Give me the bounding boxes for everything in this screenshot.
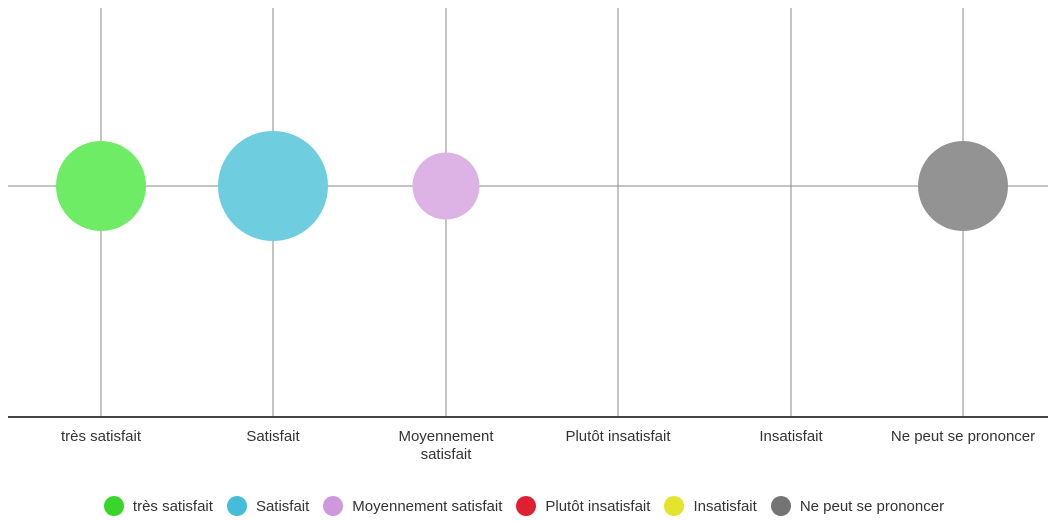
legend-item[interactable]: Plutôt insatisfait bbox=[516, 496, 650, 516]
bubble-5[interactable] bbox=[918, 141, 1008, 231]
x-tick-label: Moyennement satisfait bbox=[398, 428, 494, 463]
legend-item[interactable]: très satisfait bbox=[103, 496, 213, 516]
legend-label: Moyennement satisfait bbox=[352, 497, 503, 515]
legend: très satisfait Satisfait Moyennement satis… bbox=[0, 494, 1048, 518]
x-tick-label: Satisfait bbox=[246, 428, 300, 445]
legend-item[interactable]: Moyennement satisfait bbox=[323, 496, 502, 516]
legend-item[interactable]: Insatisfait bbox=[664, 496, 757, 516]
bubbles bbox=[56, 131, 1008, 241]
legend-item[interactable]: Ne peut se prononcer bbox=[770, 496, 945, 516]
gridlines bbox=[8, 8, 1048, 417]
legend-swatch bbox=[103, 496, 124, 516]
x-tick-label: Ne peut se prononcer bbox=[891, 428, 1035, 445]
x-tick-label: très satisfait bbox=[61, 428, 142, 445]
legend-swatch bbox=[516, 496, 537, 516]
legend-label: Ne peut se prononcer bbox=[799, 497, 945, 515]
legend-label: très satisfait bbox=[132, 497, 213, 515]
bubble-1[interactable] bbox=[218, 131, 328, 241]
legend-label: Satisfait bbox=[255, 497, 310, 515]
legend-swatch bbox=[323, 496, 344, 516]
legend-label: Plutôt insatisfait bbox=[545, 497, 651, 515]
x-tick-label: Plutôt insatisfait bbox=[565, 428, 671, 445]
legend-item[interactable]: Satisfait bbox=[226, 496, 310, 516]
legend-label: Insatisfait bbox=[693, 497, 757, 515]
legend-swatch bbox=[226, 496, 247, 516]
bubble-chart: très satisfait Satisfait Moyennement satisf… bbox=[8, 8, 1048, 463]
bubble-2[interactable] bbox=[412, 152, 480, 220]
legend-swatch bbox=[770, 496, 791, 516]
legend-swatch bbox=[664, 496, 685, 516]
x-tick-labels: très satisfait Satisfait Moyennement satisf… bbox=[61, 428, 1035, 463]
bubble-0[interactable] bbox=[56, 141, 146, 231]
x-tick-label: Insatisfait bbox=[759, 428, 823, 445]
